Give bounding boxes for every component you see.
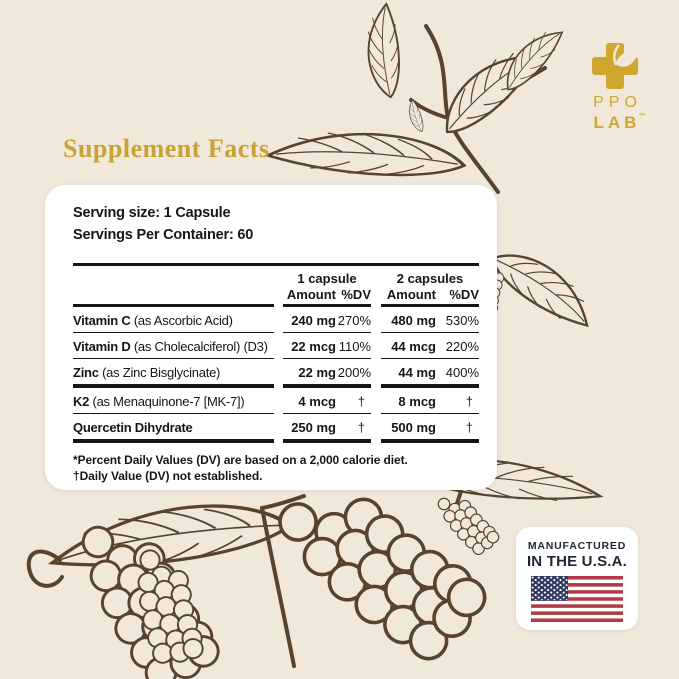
page-title: Supplement Facts: [63, 134, 270, 163]
header-spacer: [73, 266, 274, 307]
usa-badge-line1: MANUFACTURED: [527, 540, 627, 552]
amount-2-capsules: 44 mcg: [381, 333, 436, 359]
ingredient-name: Vitamin D: [73, 339, 131, 354]
amount-1-capsule: 240 mg: [283, 307, 336, 333]
dv-2-capsules: 220%: [436, 333, 479, 359]
servings-per-container: Servings Per Container: 60: [73, 227, 254, 243]
table-row: Quercetin Dihydrate 250 mg † 500 mg †: [73, 414, 479, 443]
dv-1-capsule: 110%: [336, 333, 371, 359]
column-group-1-capsule: 1 capsule: [297, 271, 357, 286]
amount-1-capsule: 22 mcg: [283, 333, 336, 359]
serving-size: Serving size: 1 Capsule: [73, 205, 231, 221]
trademark-symbol: ™: [638, 113, 646, 120]
dv-1-capsule: †: [336, 388, 371, 414]
footnote-daily-values: *Percent Daily Values (DV) are based on …: [73, 453, 408, 467]
table-row: Vitamin D (as Cholecalciferol) (D3) 22 m…: [73, 333, 479, 359]
ingredient-name: Zinc: [73, 365, 99, 380]
table-row: Vitamin C (as Ascorbic Acid) 240 mg 270%…: [73, 307, 479, 333]
ingredient-name: Vitamin C: [73, 313, 131, 328]
dv-1-capsule: 270%: [336, 307, 371, 333]
ingredient-detail: (as Zinc Bisglycinate): [98, 365, 221, 380]
ingredient-name: K2: [73, 394, 90, 409]
ingredient-name: Quercetin Dihydrate: [73, 420, 193, 435]
table-row: Zinc (as Zinc Bisglycinate) 22 mg 200% 4…: [73, 359, 479, 388]
amount-header-2: Amount: [381, 285, 436, 307]
usa-flag-icon: [531, 576, 623, 622]
dv-2-capsules: 530%: [436, 307, 479, 333]
brand-logo: PPO LAB ™: [586, 42, 646, 133]
dv-1-capsule: 200%: [336, 359, 371, 388]
amount-2-capsules: 480 mg: [381, 307, 436, 333]
amount-header-1: Amount: [283, 285, 336, 307]
amount-2-capsules: 8 mcg: [381, 388, 436, 414]
facts-table-header: 1 capsule 2 capsules Amount %DV Amount %…: [73, 266, 479, 307]
dv-header-2: %DV: [436, 285, 479, 307]
brand-name-line1: PPO: [593, 94, 642, 111]
usa-badge-line2: IN THE U.S.A.: [526, 553, 628, 570]
facts-table: 1 capsule 2 capsules Amount %DV Amount %…: [73, 263, 479, 443]
amount-1-capsule: 250 mg: [283, 414, 336, 443]
column-group-2-capsules: 2 capsules: [396, 271, 464, 286]
made-in-usa-badge: MANUFACTURED IN THE U.S.A.: [516, 527, 638, 630]
ingredient-detail: (as Ascorbic Acid): [130, 313, 233, 328]
supplement-facts-panel: Serving size: 1 Capsule Servings Per Con…: [45, 185, 497, 490]
cross-leaf-icon: [592, 43, 638, 89]
footnotes: *Percent Daily Values (DV) are based on …: [73, 452, 479, 484]
amount-2-capsules: 44 mg: [381, 359, 436, 388]
ingredient-detail: (as Cholecalciferol) (D3): [130, 339, 268, 354]
amount-1-capsule: 22 mg: [283, 359, 336, 388]
dv-1-capsule: †: [336, 414, 371, 443]
dv-header-1: %DV: [336, 285, 371, 307]
brand-name-line2: LAB ™: [593, 113, 646, 132]
amount-2-capsules: 500 mg: [381, 414, 436, 443]
dv-2-capsules: 400%: [436, 359, 479, 388]
dv-2-capsules: †: [436, 388, 479, 414]
table-row: K2 (as Menaquinone-7 [MK-7]) 4 mcg † 8 m…: [73, 388, 479, 414]
ingredient-detail: (as Menaquinone-7 [MK-7]): [89, 394, 245, 409]
dv-2-capsules: †: [436, 414, 479, 443]
amount-1-capsule: 4 mcg: [283, 388, 336, 414]
footnote-dv-not-established: †Daily Value (DV) not established.: [73, 469, 263, 483]
